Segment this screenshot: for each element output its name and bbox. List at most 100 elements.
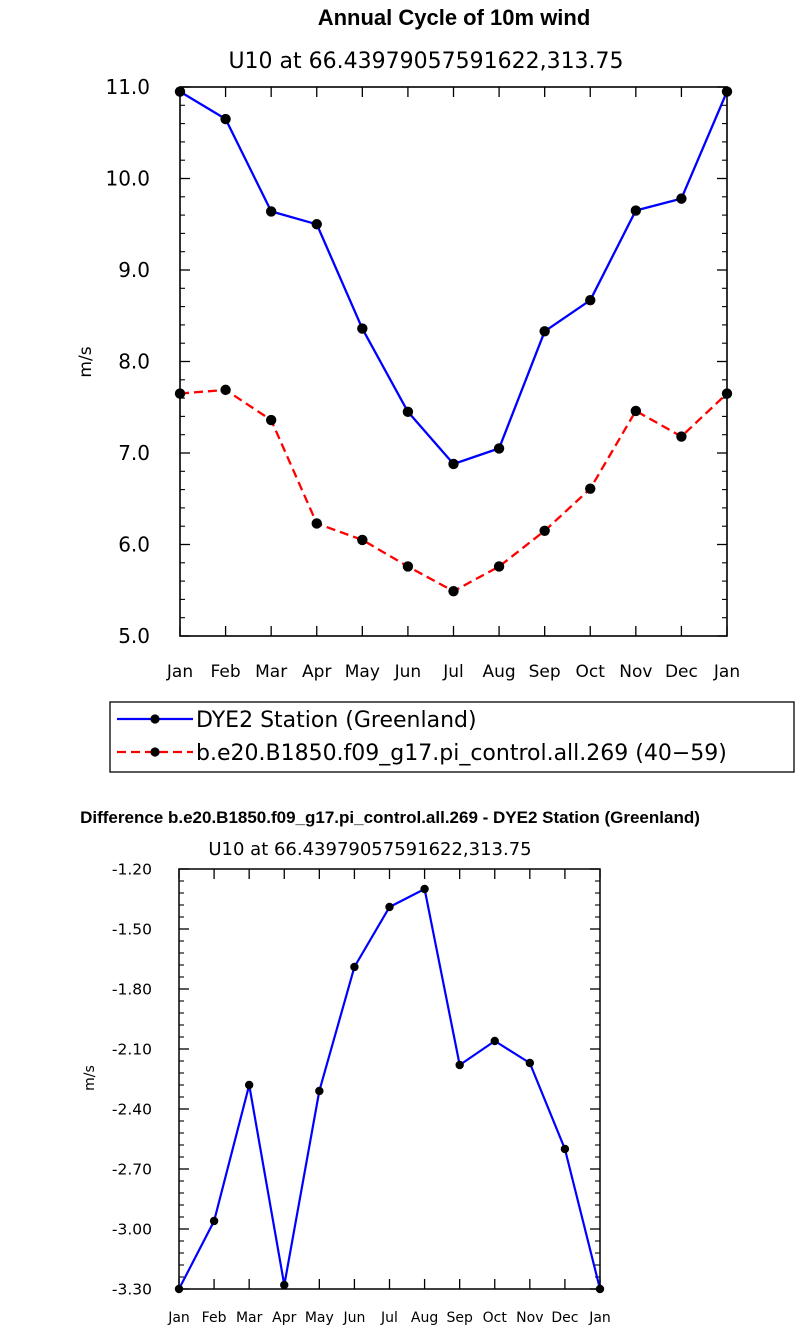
chart-title: Difference b.e20.B1850.f09_g17.pi_contro… — [80, 808, 700, 827]
x-tick-label: Jul — [442, 662, 464, 682]
data-point — [493, 561, 505, 572]
data-point — [455, 1060, 464, 1070]
series-line-secondary — [179, 388, 728, 593]
y-axis-label: m/s — [76, 346, 96, 377]
x-tick-label: Feb — [202, 1310, 227, 1326]
y-tick-label: -1.50 — [112, 921, 152, 939]
x-tick-label: Sep — [446, 1310, 473, 1326]
x-tick-label: Dec — [551, 1310, 578, 1326]
y-tick-labels: -3.30 -3.00 -2.70 -2.40 -2.10 -1.80 -1.50 -1.20 — [112, 861, 152, 1299]
x-tick-label: Oct — [483, 1310, 508, 1326]
data-point — [560, 1144, 570, 1154]
data-point — [676, 193, 687, 204]
legend-label-observed: DYE2 Station (Greenland) — [196, 708, 477, 733]
x-tick-labels: Jan Feb Mar Apr May Jun Jul Aug Sep Oct Nov Dec Jan — [167, 1310, 611, 1326]
series-group — [174, 86, 733, 597]
x-tick-label: Nov — [619, 662, 652, 682]
y-tick-label: 6.0 — [118, 533, 150, 557]
y-tick-label: -3.00 — [112, 1221, 152, 1239]
data-point — [357, 534, 368, 546]
x-tick-label: Aug — [482, 662, 515, 682]
data-point — [630, 205, 642, 216]
data-point — [448, 458, 459, 470]
difference-chart: Difference b.e20.B1850.f09_g17.pi_contro… — [80, 808, 700, 1326]
x-tick-label: Nov — [516, 1310, 543, 1326]
y-tick-label: -1.20 — [112, 861, 152, 879]
data-point — [490, 1036, 499, 1046]
legend: DYE2 Station (Greenland) b.e20.B1850.f09… — [109, 701, 795, 773]
data-point — [585, 294, 596, 306]
data-point — [385, 902, 394, 912]
x-tick-label: May — [305, 1310, 334, 1326]
data-point — [220, 384, 231, 396]
legend-label-model: b.e20.B1850.f09_g17.pi_control.all.269 (… — [196, 741, 727, 766]
x-tick-label: May — [345, 662, 380, 682]
annual-cycle-chart: Annual Cycle of 10m wind U10 at 66.43979… — [76, 5, 740, 682]
plot-frame — [178, 868, 601, 1290]
data-point — [676, 431, 687, 442]
x-tick-label: Jun — [342, 1310, 365, 1326]
data-point — [265, 414, 277, 426]
axis-ticks — [179, 86, 728, 637]
x-tick-label: Jun — [394, 662, 422, 682]
legend-marker-model — [150, 747, 160, 757]
x-tick-label: Apr — [302, 662, 331, 682]
data-point — [209, 1216, 219, 1226]
data-point — [402, 561, 414, 572]
x-tick-label: Jul — [380, 1310, 398, 1326]
plot-frame — [179, 86, 728, 637]
x-tick-label: Feb — [211, 662, 241, 682]
x-tick-label: Mar — [236, 1310, 263, 1326]
data-point — [585, 483, 596, 494]
legend-box — [109, 701, 795, 773]
data-point — [630, 405, 642, 417]
y-tick-label: 5.0 — [118, 624, 150, 648]
y-tick-label: 8.0 — [118, 350, 150, 374]
x-tick-label: Mar — [255, 662, 287, 682]
x-tick-label: Jan — [166, 662, 193, 682]
data-point — [315, 1086, 324, 1096]
data-point — [311, 219, 322, 230]
x-tick-label: Dec — [665, 662, 698, 682]
data-point — [265, 206, 277, 217]
data-point — [539, 326, 550, 337]
x-tick-label: Aug — [411, 1310, 438, 1326]
x-tick-label: Jan — [167, 1310, 190, 1326]
data-point — [420, 884, 429, 894]
y-tick-label: 9.0 — [118, 258, 150, 282]
data-point — [448, 585, 459, 597]
chart-title: Annual Cycle of 10m wind — [318, 5, 591, 30]
x-tick-label: Oct — [576, 662, 606, 682]
series-line-primary — [179, 90, 729, 466]
chart-subtitle: U10 at 66.43979057591622,313.75 — [208, 839, 531, 860]
data-point — [220, 113, 231, 125]
y-tick-label: 11.0 — [105, 75, 150, 99]
data-point — [311, 518, 322, 529]
series-line-primary — [178, 887, 602, 1290]
data-point — [280, 1280, 289, 1290]
y-tick-label: 7.0 — [118, 441, 150, 465]
y-tick-label: -3.30 — [112, 1281, 152, 1299]
data-point — [244, 1080, 254, 1090]
series-group — [174, 884, 605, 1294]
data-point — [539, 525, 550, 536]
data-point — [525, 1058, 535, 1068]
legend-marker-observed — [150, 714, 160, 724]
y-axis-label: m/s — [82, 1065, 98, 1091]
x-tick-label: Jan — [713, 662, 740, 682]
chart-subtitle: U10 at 66.43979057591622,313.75 — [228, 49, 623, 74]
data-point — [357, 323, 368, 334]
y-tick-label: -2.40 — [112, 1101, 152, 1119]
y-tick-label: -2.10 — [112, 1041, 152, 1059]
x-tick-label: Jan — [588, 1310, 611, 1326]
x-tick-labels: Jan Feb Mar Apr May Jun Jul Aug Sep Oct Nov Dec Jan — [166, 662, 740, 682]
y-tick-label: -1.80 — [112, 981, 152, 999]
x-tick-label: Sep — [529, 662, 561, 682]
data-point — [350, 962, 359, 972]
y-tick-labels: 5.0 6.0 7.0 8.0 9.0 10.0 11.0 — [105, 75, 150, 648]
y-tick-label: 10.0 — [105, 167, 150, 191]
x-tick-label: Apr — [272, 1310, 296, 1326]
data-point — [493, 443, 505, 454]
y-tick-label: -2.70 — [112, 1161, 152, 1179]
